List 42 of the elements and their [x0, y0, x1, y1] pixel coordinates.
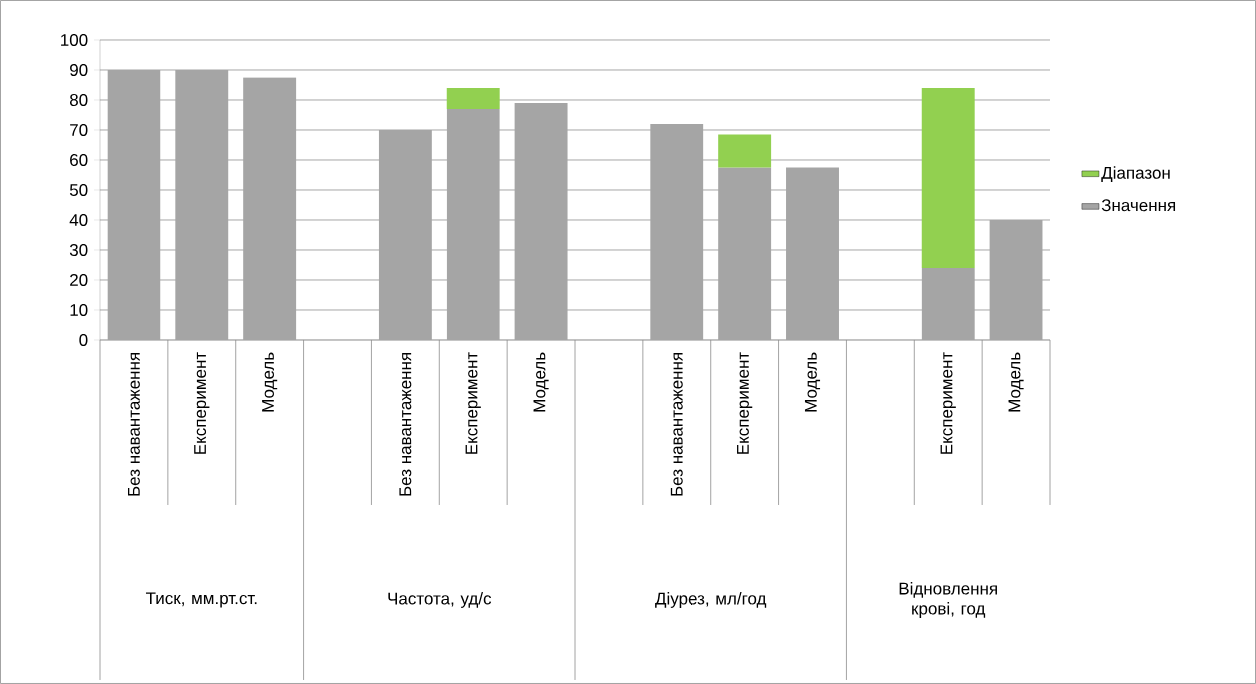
- y-tick-label: 90: [70, 63, 88, 77]
- bar: [446, 88, 500, 109]
- text: Частота, уд/с: [388, 592, 492, 608]
- bar: [446, 109, 500, 340]
- x-tick-label: Модель: [1008, 352, 1024, 412]
- legend-label: Діапазон: [1101, 166, 1170, 183]
- y-tick-label: 50: [69, 183, 88, 197]
- y-tick-label: 20: [70, 273, 88, 287]
- bar: [175, 70, 229, 340]
- x-tick-label: Експеримент: [465, 352, 481, 454]
- bar: [514, 103, 568, 340]
- x-tick-label: Модель: [804, 352, 821, 412]
- y-tick-label: 40: [69, 213, 88, 227]
- x-tick-label: Експеримент: [940, 352, 956, 454]
- y-tick-label: 60: [70, 153, 88, 167]
- bar: [378, 130, 432, 340]
- y-tick-label: 30: [69, 243, 88, 257]
- bar: [921, 268, 975, 340]
- x-tick-label: Експеримент: [737, 352, 753, 454]
- bar: [650, 124, 704, 340]
- x-tick-label: Модель: [533, 352, 549, 412]
- bar: [786, 167, 839, 340]
- y-tick-label: 10: [70, 303, 88, 317]
- legend-label: Значення: [1101, 199, 1176, 212]
- y-tick-label: 70: [70, 123, 88, 137]
- y-tick-label: 0: [79, 333, 88, 347]
- x-tick-label: Без навантаження: [128, 353, 140, 496]
- y-tick-label: 80: [69, 93, 88, 107]
- bar: [718, 134, 772, 168]
- bar: [989, 220, 1043, 340]
- bar: [718, 167, 772, 340]
- x-tick-label: Модель: [262, 352, 278, 412]
- bar: [243, 77, 297, 340]
- x-tick-label: Без навантаження: [399, 353, 412, 496]
- x-tick-label: Експеримент: [194, 352, 210, 454]
- bar: [107, 70, 161, 340]
- text: Відновлення крові, год: [899, 582, 997, 618]
- text: Діурез, мл/год: [655, 592, 767, 608]
- bar: [921, 88, 975, 268]
- y-tick-label: 100: [61, 33, 88, 47]
- text: Тиск, мм.рт.ст.: [145, 592, 257, 608]
- x-tick-label: Без навантаження: [670, 353, 683, 496]
